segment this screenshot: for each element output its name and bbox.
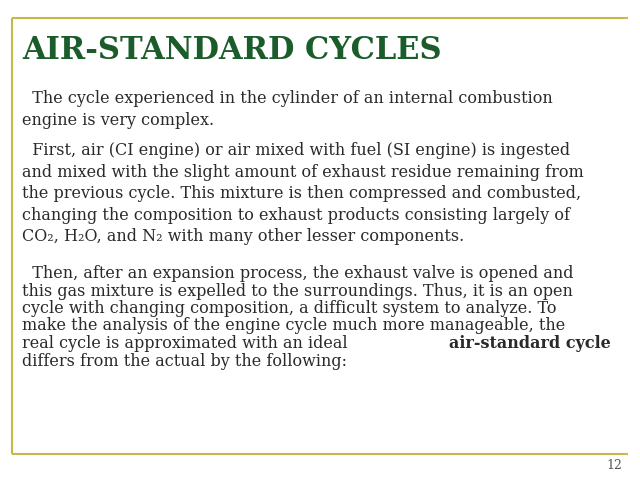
Text: 12: 12 [606, 459, 622, 472]
Text: cycle with changing composition, a difficult system to analyze. To: cycle with changing composition, a diffi… [22, 300, 557, 317]
Text: AIR-STANDARD CYCLES: AIR-STANDARD CYCLES [22, 35, 442, 66]
Text: make the analysis of the engine cycle much more manageable, the: make the analysis of the engine cycle mu… [22, 317, 565, 335]
Text: this gas mixture is expelled to the surroundings. Thus, it is an open: this gas mixture is expelled to the surr… [22, 283, 573, 300]
Text: The cycle experienced in the cylinder of an internal combustion
engine is very c: The cycle experienced in the cylinder of… [22, 90, 553, 129]
Text: First, air (CI engine) or air mixed with fuel (SI engine) is ingested
and mixed : First, air (CI engine) or air mixed with… [22, 142, 584, 245]
Text: air-standard cycle: air-standard cycle [449, 335, 611, 352]
Text: real cycle is approximated with an ideal: real cycle is approximated with an ideal [22, 335, 353, 352]
Text: differs from the actual by the following:: differs from the actual by the following… [22, 352, 347, 370]
Text: Then, after an expansion process, the exhaust valve is opened and: Then, after an expansion process, the ex… [22, 265, 573, 282]
